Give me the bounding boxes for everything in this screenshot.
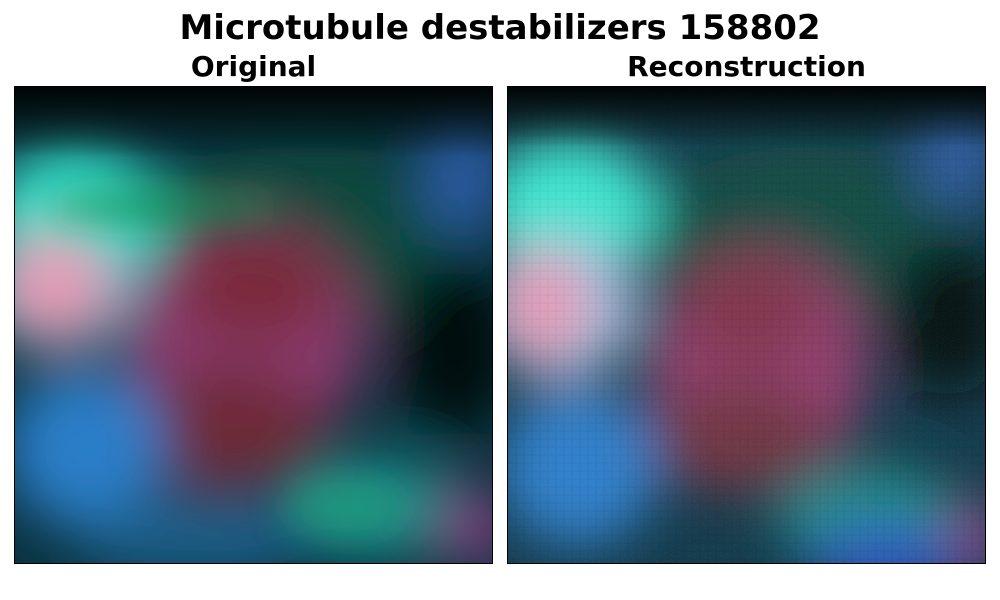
original-image [15, 87, 492, 563]
panel-title-reconstruction: Reconstruction [627, 50, 866, 83]
reconstruction-image-panel [507, 86, 986, 564]
reconstruction-image [508, 87, 985, 563]
figure-title: Microtubule destabilizers 158802 [179, 8, 821, 48]
panel-title-original: Original [190, 50, 317, 83]
original-image-panel [14, 86, 493, 564]
